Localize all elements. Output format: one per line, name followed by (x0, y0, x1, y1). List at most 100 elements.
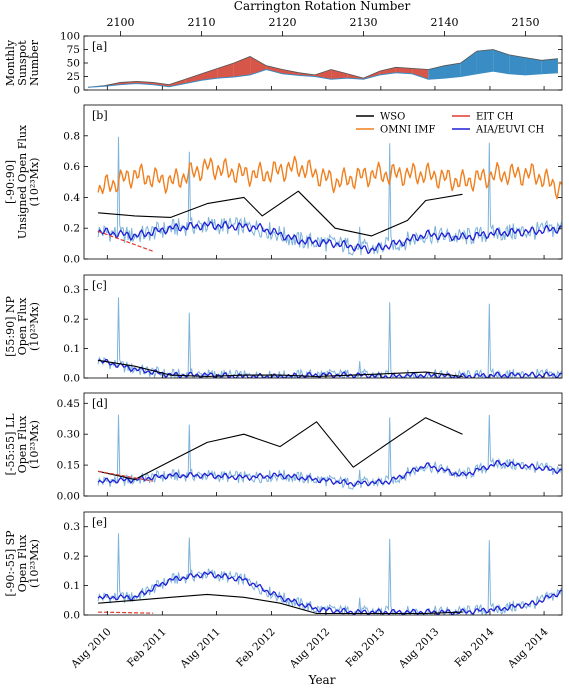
aia-euvi-line (97, 359, 562, 378)
y-tick-label: 25 (67, 71, 80, 83)
panel-tag: [d] (92, 397, 108, 410)
panel-b: 0.0 0.2 0.4 0.6 0.8 [b] [-90:90] Unsigned Open … (4, 104, 563, 266)
area-segment (152, 82, 170, 87)
area-segment (250, 56, 267, 75)
y-axis-label: [-90:-55] SP (4, 530, 17, 597)
area-segment (201, 68, 218, 81)
top-tick-label: 2130 (350, 16, 378, 29)
legend-label: AIA/EUVI CH (475, 125, 544, 136)
panel-e: 0.0 0.1 0.2 0.3 [e] [-90:-55] SP Open Flux (10²… (4, 511, 563, 622)
aia-euvi-line (97, 571, 562, 615)
panel-tag: [e] (92, 516, 107, 529)
y-axis-label: Open Flux (16, 297, 29, 355)
area-segment (395, 67, 413, 74)
y-tick-label: 0.15 (57, 460, 80, 472)
lower-series-line (88, 68, 558, 88)
panel-frame (83, 511, 563, 616)
top-axis-label: Carrington Rotation Number (234, 0, 411, 13)
y-tick-label: 0.2 (63, 223, 80, 235)
y-tick-label: 0.8 (63, 130, 80, 142)
x-tick-label: Aug 2010 (68, 626, 113, 671)
aia-euvi-line (97, 220, 562, 255)
y-tick-label: 0.2 (63, 314, 80, 326)
eit-ch-line (97, 230, 154, 252)
top-tick-label: 2150 (512, 16, 540, 29)
y-tick-label: 0.1 (63, 580, 80, 592)
legend-label: EIT CH (476, 112, 514, 123)
y-axis-label: Number (28, 39, 41, 86)
panel-frame (83, 274, 563, 379)
y-tick-label: 0.4 (63, 192, 80, 204)
y-tick-label: 50 (67, 58, 80, 70)
plot-area-a (88, 49, 558, 88)
y-tick-label: 100 (60, 31, 80, 43)
panel-tag: [b] (92, 109, 108, 122)
plot-area-e (97, 533, 562, 615)
y-axis-label: Sunspot (16, 40, 29, 86)
y-axis-label: Monthly (4, 39, 17, 86)
y-axis-label: Open Flux (16, 415, 29, 473)
y-axis-label: (10²³Mx) (28, 420, 41, 469)
aia-raw-trace (97, 414, 562, 490)
y-tick-label: 75 (67, 44, 80, 56)
y-axis-label: Unsigned Open Flux (16, 124, 29, 239)
y-tick-label: 0.45 (57, 398, 80, 410)
y-tick-label: 0.6 (63, 161, 80, 173)
x-tick-label: Feb 2011 (125, 626, 169, 670)
y-tick-label: 0 (73, 85, 80, 97)
wso-line (97, 417, 463, 481)
panel-tag: [a] (92, 40, 107, 53)
y-tick-label: 0.3 (63, 284, 80, 296)
y-axis-label: [55:90] NP (4, 296, 17, 357)
y-tick-label: 0.00 (57, 491, 80, 503)
y-axis-label: (10²³Mx) (28, 302, 41, 351)
area-segment (331, 69, 348, 80)
y-tick-label: 0.0 (63, 254, 80, 266)
panel-d: 0.00 0.15 0.30 0.45 [d] [-55:55] LL Open Flux(… (4, 392, 563, 503)
x-tick-label: Feb 2012 (234, 626, 278, 670)
area-segment (169, 79, 186, 87)
panel-c: 0.0 0.1 0.2 0.3 [c] [55:90] NP Open Flux (10²³M… (4, 274, 563, 385)
area-segment (412, 68, 429, 80)
legend: WSO OMNI IMF EIT CH AIA/EUVI CH (356, 112, 544, 136)
area-segment (476, 49, 494, 74)
area-segment (460, 51, 477, 77)
panel-frame (83, 392, 563, 497)
y-tick-label: 0.2 (63, 551, 80, 563)
area-segment (444, 63, 461, 79)
top-tick-label: 2100 (106, 16, 134, 29)
aia-raw-trace (97, 297, 562, 378)
x-tick-label: Aug 2012 (287, 626, 332, 671)
aia-raw-trace (97, 136, 562, 256)
panel-frame (83, 104, 563, 260)
aia-raw-trace (97, 533, 562, 615)
eit-ch-line (97, 470, 154, 482)
wso-line (98, 190, 463, 237)
x-tick-label: Feb 2013 (344, 626, 388, 670)
top-tick-label: 2110 (187, 16, 215, 29)
area-segment (266, 65, 283, 74)
area-segment (217, 63, 234, 79)
top-axis-ticks: 2100 2110 2120 2130 2140 2150 (106, 16, 540, 36)
area-segment (493, 49, 510, 74)
area-segment (136, 81, 153, 85)
upper-series-line (88, 49, 558, 88)
x-tick-label: Feb 2014 (453, 626, 497, 670)
eit-ch-line (98, 611, 154, 614)
panel-tag: [c] (92, 279, 107, 292)
y-axis-label: Open Flux (16, 534, 29, 592)
area-segment (541, 58, 558, 74)
y-axis-label: [-55:55] LL (4, 413, 17, 476)
area-segment (120, 81, 137, 85)
omni-imf-line (97, 155, 562, 200)
top-tick-label: 2140 (431, 16, 459, 29)
x-tick-label: Aug 2014 (505, 626, 551, 672)
y-tick-label: 0.1 (63, 343, 80, 355)
x-axis-label: Year (308, 673, 336, 687)
area-segment (525, 57, 542, 75)
plot-area-b (97, 136, 562, 256)
area-segment (428, 65, 445, 80)
